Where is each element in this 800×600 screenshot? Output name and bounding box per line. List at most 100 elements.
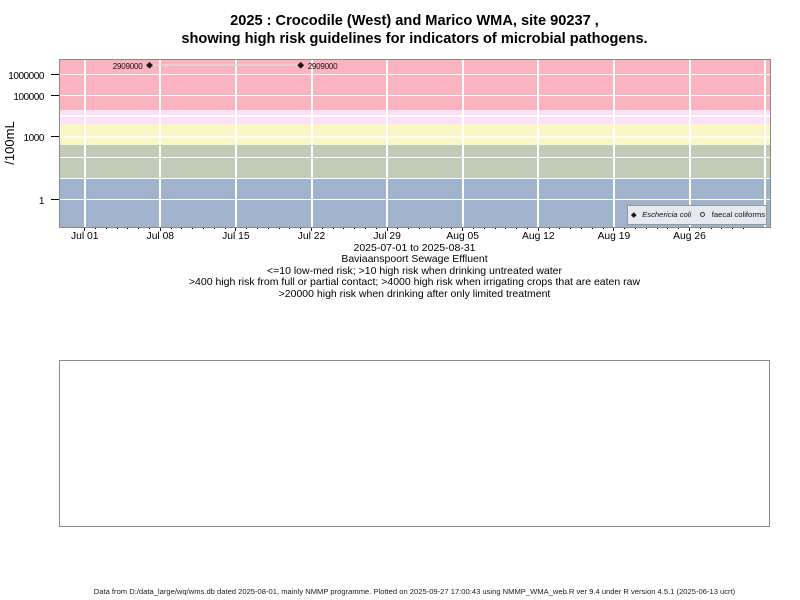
- chart-title-line2: showing high risk guidelines for indicat…: [181, 31, 648, 47]
- risk-band: [60, 109, 770, 125]
- x-axis-minor-tick: [429, 227, 431, 230]
- x-axis-minor-tick: [192, 227, 194, 230]
- x-axis-tick-label: Aug 12: [521, 231, 555, 243]
- x-axis-minor-tick: [505, 227, 507, 230]
- x-axis-minor-tick: [278, 227, 280, 230]
- x-axis-minor-tick: [95, 227, 96, 230]
- y-axis-tick: [51, 94, 59, 96]
- x-axis-minor-tick: [343, 227, 345, 230]
- x-axis-tick-label: Jul 22: [297, 231, 326, 243]
- x-axis-minor-tick: [451, 227, 453, 230]
- x-axis-minor-tick: [591, 227, 593, 230]
- x-axis-minor-tick: [397, 227, 399, 230]
- caption-guideline-1: <=10 low-med risk; >10 high risk when dr…: [266, 264, 563, 277]
- chart-title: 2025 : Crocodile (West) and Marico WMA, …: [60, 12, 770, 48]
- legend-label: Eschericia coli: [642, 210, 692, 220]
- x-axis-minor-tick: [721, 227, 723, 230]
- plot-area: 2909000 2909000 Eschericia coli faecal coli…: [59, 58, 771, 228]
- y-gridline: [60, 73, 770, 76]
- x-gridline: [159, 59, 162, 227]
- x-axis-minor-tick: [483, 227, 485, 230]
- x-axis-minor-tick: [645, 227, 647, 230]
- y-gridline: [60, 177, 770, 180]
- x-axis-minor-tick: [116, 227, 118, 230]
- x-axis-tick: [235, 227, 237, 231]
- x-axis-minor-tick: [559, 227, 561, 230]
- legend-entry: faecal coliforms: [700, 210, 765, 219]
- y-gridline: [60, 136, 770, 138]
- x-axis-tick-label: Aug 05: [446, 231, 479, 243]
- x-axis-minor-tick: [213, 227, 215, 230]
- x-axis-minor-tick: [127, 227, 129, 230]
- chart-title-line1: 2025 : Crocodile (West) and Marico WMA, …: [230, 13, 599, 29]
- x-axis-minor-tick: [516, 227, 518, 230]
- x-axis-tick-label: Jul 08: [146, 231, 175, 243]
- x-gridline: [83, 59, 86, 227]
- caption-guideline-2: >400 high risk from full or partial cont…: [188, 276, 641, 288]
- data-point-label: 2909000: [307, 61, 338, 71]
- x-axis-minor-tick: [678, 227, 680, 230]
- data-point-diamond: [146, 61, 153, 69]
- x-axis-minor-tick: [267, 227, 269, 230]
- series-layer: [146, 61, 305, 69]
- open-circle-icon: [700, 212, 706, 218]
- x-gridline: [386, 59, 389, 227]
- footer-text: Data from D:/data_large/wq/wms.db dated …: [93, 587, 736, 597]
- empty-panel: [59, 359, 770, 527]
- y-gridline: [60, 115, 770, 117]
- y-gridline: [60, 94, 770, 96]
- x-axis-minor-tick: [289, 227, 291, 230]
- x-gridline: [461, 59, 464, 227]
- data-point-label: 2909000: [112, 61, 143, 71]
- x-gridline: [537, 59, 540, 227]
- x-axis-minor-tick: [354, 227, 356, 230]
- x-axis-minor-tick: [635, 227, 636, 230]
- x-axis-minor-tick: [246, 227, 248, 230]
- x-axis-tick: [311, 227, 312, 231]
- caption-block: 2025-07-01 to 2025-08-31 Baviaanspoort S…: [60, 241, 770, 301]
- risk-band: [60, 59, 770, 110]
- x-axis-minor-tick: [624, 227, 626, 230]
- filled-diamond-icon: [631, 212, 637, 218]
- x-axis-minor-tick: [321, 227, 323, 230]
- x-axis-minor-tick: [743, 227, 744, 230]
- x-axis-minor-tick: [149, 227, 150, 230]
- risk-band: [60, 145, 770, 179]
- x-axis-minor-tick: [440, 227, 442, 230]
- y-axis-tick: [51, 199, 59, 200]
- x-axis-tick-label: Jul 01: [70, 231, 99, 243]
- x-axis-minor-tick: [710, 227, 712, 230]
- y-axis-tick: [51, 136, 59, 138]
- y-gridline: [60, 157, 770, 159]
- x-axis-minor-tick: [257, 227, 258, 230]
- x-axis-tick: [84, 227, 86, 231]
- caption-date-range: 2025-07-01 to 2025-08-31: [353, 241, 476, 254]
- x-axis-minor-tick: [224, 227, 226, 230]
- x-axis-tick: [386, 227, 388, 231]
- caption-site-name: Baviaanspoort Sewage Effluent: [341, 253, 488, 265]
- x-axis-minor-tick: [105, 227, 107, 230]
- x-axis-minor-tick: [699, 227, 701, 230]
- x-axis-tick-label: Aug 19: [597, 231, 631, 243]
- x-axis-minor-tick: [408, 227, 410, 230]
- x-gridline: [688, 59, 691, 227]
- data-point-diamond: [297, 61, 305, 69]
- y-axis-tick-label: 100000: [13, 91, 44, 103]
- x-axis-minor-tick: [332, 227, 334, 230]
- y-gridline: [60, 198, 770, 201]
- x-axis-minor-tick: [581, 227, 582, 230]
- x-axis-minor-tick: [527, 227, 528, 230]
- x-axis-tick: [462, 227, 464, 231]
- y-axis-tick-label: 1: [38, 196, 45, 207]
- x-axis-minor-tick: [203, 227, 204, 230]
- y-axis-tick: [51, 73, 59, 75]
- x-axis-minor-tick: [667, 227, 669, 230]
- legend-entry: Eschericia coli: [631, 210, 692, 220]
- legend-label: faecal coliforms: [711, 210, 766, 220]
- x-axis-tick-label: Jul 29: [373, 231, 401, 243]
- x-axis-minor-tick: [375, 227, 377, 230]
- x-axis-minor-tick: [570, 227, 572, 230]
- x-axis-minor-tick: [365, 227, 366, 230]
- x-axis-tick: [689, 227, 690, 231]
- risk-band: [60, 124, 770, 146]
